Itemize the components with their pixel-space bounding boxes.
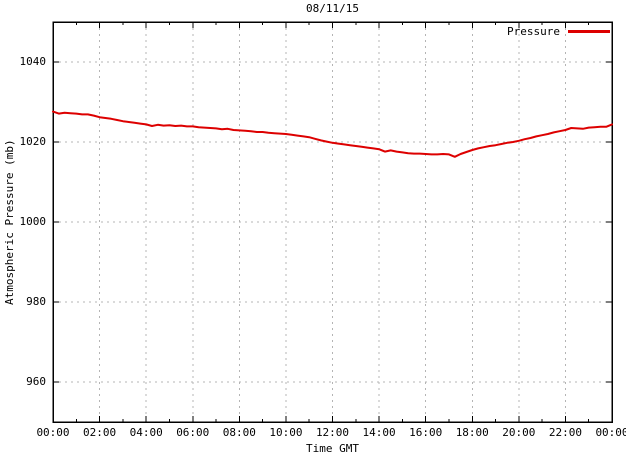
y-tick-label: 1000 [19, 215, 47, 228]
x-tick-label: 00:00 [595, 426, 626, 439]
x-tick-label: 20:00 [502, 426, 536, 439]
pressure-series-line [52, 110, 613, 158]
x-tick-label: 08:00 [222, 426, 256, 439]
grid-lines [53, 22, 612, 422]
x-tick-label: 04:00 [129, 426, 163, 439]
y-tick-label: 1040 [19, 55, 47, 68]
x-tick-label: 12:00 [315, 426, 350, 439]
x-tick-label: 06:00 [176, 426, 210, 439]
x-tick-label: 10:00 [269, 426, 303, 439]
series-line-pressure [52, 110, 613, 158]
x-tick-label: 18:00 [455, 426, 489, 439]
x-tick-label: 00:00 [36, 426, 70, 439]
plot-border-rect [52, 21, 613, 423]
y-tick-label: 960 [26, 375, 46, 388]
legend-label: Pressure [507, 25, 560, 38]
x-tick-label: 02:00 [83, 426, 117, 439]
x-tick-label: 16:00 [409, 426, 443, 439]
legend-line-sample [568, 30, 610, 33]
y-tick-label: 980 [26, 295, 46, 308]
plot-border [52, 21, 613, 423]
x-axis-title: Time GMT [306, 442, 359, 455]
chart-title: 08/11/15 [306, 2, 359, 15]
y-tick-label: 1020 [19, 135, 47, 148]
axis-ticks [52, 22, 613, 422]
x-tick-label: 22:00 [548, 426, 582, 439]
x-tick-label: 14:00 [362, 426, 396, 439]
